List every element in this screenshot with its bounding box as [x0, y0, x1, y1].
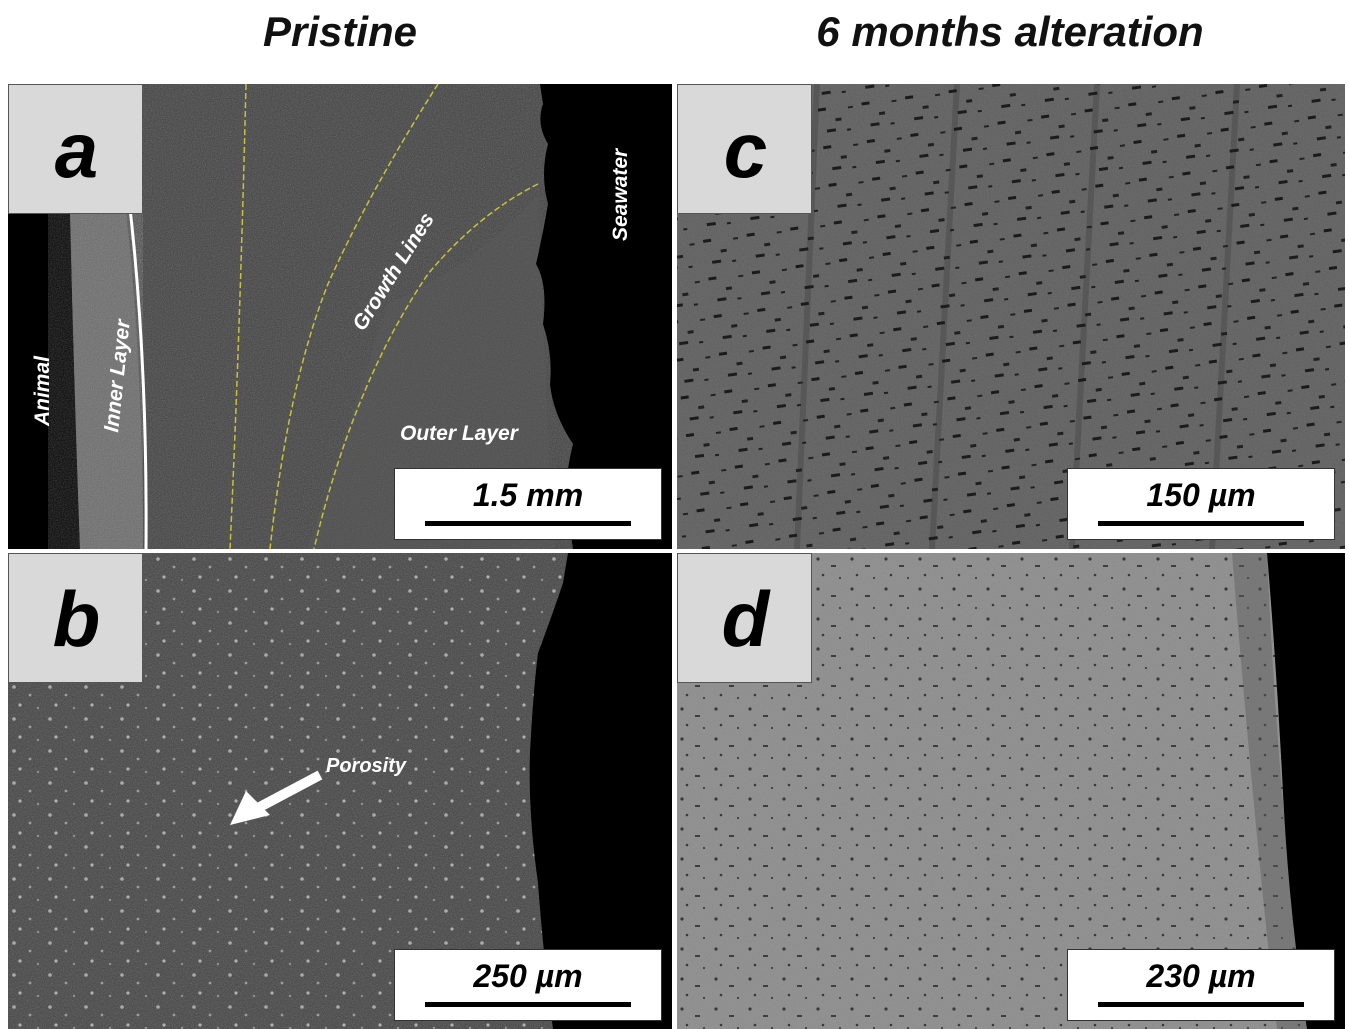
panel-c-scale-label: 150 µm — [1146, 477, 1256, 513]
panel-d-letter-box: d — [677, 553, 812, 683]
panel-b-scale-label: 250 µm — [473, 958, 583, 994]
title-pristine: Pristine — [262, 8, 418, 55]
panel-a-scale-label: 1.5 mm — [472, 477, 584, 513]
panel-c-scale-bar — [1098, 521, 1304, 526]
panel-a-micrograph: a Animal Inner Layer Growth Lines Outer … — [8, 84, 672, 549]
label-outer-layer: Outer Layer — [400, 422, 518, 445]
panel-a-scale-bar — [425, 521, 631, 526]
panel-d-micrograph: d 230 µm — [677, 553, 1345, 1029]
panel-b-micrograph: b Porosity 250 µm — [8, 553, 672, 1029]
title-altered: 6 months alteration — [816, 8, 1204, 55]
label-porosity: Porosity — [326, 755, 407, 777]
panel-a-letter-box: a — [8, 84, 143, 214]
panel-b-letter: b — [52, 575, 101, 663]
label-animal: Animal — [31, 356, 54, 427]
panel-d-scale-bar — [1098, 1002, 1304, 1007]
panel-b-scale-box: 250 µm — [394, 949, 662, 1021]
panel-b-scale-bar — [425, 1002, 631, 1007]
panel-b-letter-box: b — [8, 553, 143, 683]
panel-c-letter-box: c — [677, 84, 812, 214]
panel-a-scale-box: 1.5 mm — [394, 468, 662, 540]
panel-c-scale-box: 150 µm — [1067, 468, 1335, 540]
panel-c-micrograph: c 150 µm — [677, 84, 1345, 549]
panel-d-scale-label: 230 µm — [1146, 958, 1256, 994]
panel-d-letter: d — [721, 575, 770, 663]
label-seawater: Seawater — [609, 148, 632, 241]
panel-d-scale-box: 230 µm — [1067, 949, 1335, 1021]
panel-c-letter: c — [723, 106, 768, 194]
panel-a-letter: a — [54, 106, 99, 194]
